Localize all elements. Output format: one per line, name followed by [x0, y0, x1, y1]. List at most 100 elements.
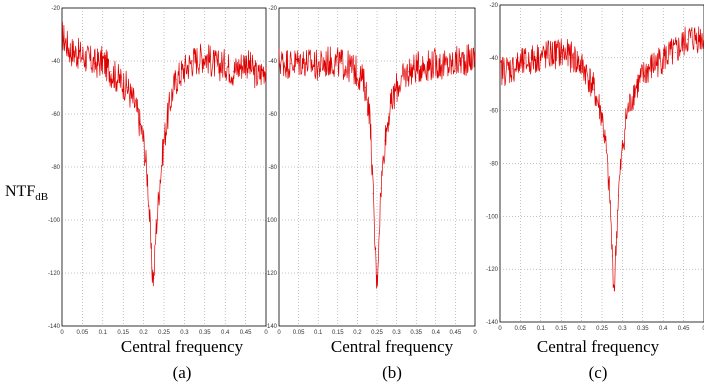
data-point-c [687, 38, 689, 40]
data-point-a [134, 105, 137, 107]
x-tick-label-c: 0.15 [555, 326, 567, 332]
x-tick-label-c: 0.4 [659, 326, 668, 332]
data-point-c [601, 115, 603, 117]
data-point-a [149, 219, 151, 221]
data-point-c [674, 51, 677, 54]
data-point-c [613, 289, 615, 291]
data-point-c [593, 88, 595, 91]
y-tick-label-c: -20 [489, 3, 498, 9]
data-point-c [536, 57, 538, 59]
y-tick-label-a: -100 [48, 218, 61, 224]
y-tick-label-a: -40 [51, 59, 60, 65]
x-tick-label-b: 0.35 [410, 330, 422, 336]
x-tick-label-a: 0.45 [240, 330, 252, 336]
x-tick-label-a: 0.3 [180, 330, 189, 336]
data-point-b [435, 63, 437, 65]
x-axis-label-b: Central frequency [331, 337, 454, 356]
x-tick-label-c: 0.3 [618, 326, 627, 332]
data-point-b [458, 60, 460, 62]
x-tick-label-c: 0.05 [515, 326, 527, 332]
data-point-a [151, 267, 153, 269]
x-tick-label-a: 0 [60, 330, 64, 336]
data-point-a [171, 92, 173, 94]
x-tick-label-a: 0.35 [199, 330, 211, 336]
data-point-a [94, 63, 96, 65]
y-tick-label-a: -140 [48, 324, 61, 330]
data-point-c [609, 202, 611, 204]
x-tick-label-a: 0.05 [77, 330, 89, 336]
x-tick-label-a: 0.1 [99, 330, 108, 336]
data-point-b [368, 108, 370, 110]
data-point-a [167, 113, 169, 115]
data-point-a [159, 179, 161, 181]
y-tick-label-c: -140 [486, 320, 499, 326]
data-point-b [384, 139, 386, 142]
data-point-b [474, 57, 476, 59]
data-point-a [81, 55, 83, 57]
data-point-a [138, 121, 141, 123]
y-tick-label-c: -80 [489, 162, 498, 168]
data-point-c [625, 115, 628, 117]
panel-label-c: (c) [589, 363, 608, 382]
data-point-b [352, 68, 355, 70]
data-point-c [585, 70, 587, 72]
x-tick-label-b: 0.4 [432, 330, 441, 336]
data-point-b [419, 65, 421, 67]
data-point-a [191, 60, 194, 62]
data-point-a [61, 33, 63, 36]
data-point-a [153, 277, 155, 279]
x-tick-label-b: 0.15 [332, 330, 344, 336]
data-point-b [388, 113, 390, 115]
data-point-c [611, 255, 613, 257]
series-line-a [62, 21, 267, 287]
data-point-b [396, 86, 398, 89]
x-tick-label-c: 0.45 [678, 326, 690, 332]
x-axis-label-c: Central frequency [537, 337, 660, 356]
y-tick-label-b: -100 [265, 218, 278, 224]
y-tick-label-b: -20 [268, 6, 277, 12]
y-tick-label-b: -120 [265, 271, 278, 277]
x-axis-label-a: Central frequency [121, 337, 244, 356]
data-point-b [374, 245, 376, 248]
data-point-c [572, 57, 575, 59]
x-tick-label-c: 0 [702, 326, 704, 332]
x-tick-label-c: 0.1 [537, 326, 546, 332]
data-point-c [615, 242, 617, 244]
panel-label-a: (a) [173, 363, 192, 382]
panel-b: 0 0.05 0.1 0.15 0.2 0.25 0.3 0.35 0.4 0.45 0 -20 -40… [265, 6, 477, 336]
data-point-c [560, 51, 562, 54]
x-tick-label-a: 0.15 [117, 330, 129, 336]
y-tick-label-b: -60 [268, 112, 277, 118]
x-tick-label-a: 0.4 [221, 330, 230, 336]
data-point-a [175, 78, 177, 81]
panel-c: 0 0.05 0.1 0.15 0.2 0.25 0.3 0.35 0.4 0.45 0 -20 -40… [486, 3, 704, 332]
data-point-a [126, 86, 128, 89]
data-point-b [446, 65, 449, 67]
data-point-a [155, 232, 157, 234]
y-tick-label-b: -80 [268, 165, 277, 171]
data-point-c [617, 194, 619, 196]
data-point-a [245, 60, 247, 62]
x-tick-label-c: 0 [498, 326, 502, 332]
data-point-b [370, 139, 372, 142]
x-tick-label-c: 0.25 [596, 326, 608, 332]
data-point-c [511, 67, 513, 69]
data-point-c [662, 57, 664, 59]
data-point-c [646, 70, 648, 72]
data-point-a [232, 71, 234, 73]
data-point-b [341, 63, 343, 65]
data-point-a [118, 78, 120, 81]
panel-label-b: (b) [382, 363, 402, 382]
data-point-b [360, 76, 362, 78]
data-point-a [216, 65, 218, 67]
x-tick-label-a: 0.25 [158, 330, 170, 336]
data-point-a [110, 71, 112, 73]
data-point-a [163, 139, 165, 142]
x-tick-label-b: 0 [277, 330, 281, 336]
data-point-b [376, 285, 378, 287]
y-tick-label-b: -140 [265, 324, 278, 330]
data-point-b [278, 60, 280, 62]
y-tick-label-a: -120 [48, 271, 61, 277]
x-tick-label-b: 0 [473, 330, 477, 336]
